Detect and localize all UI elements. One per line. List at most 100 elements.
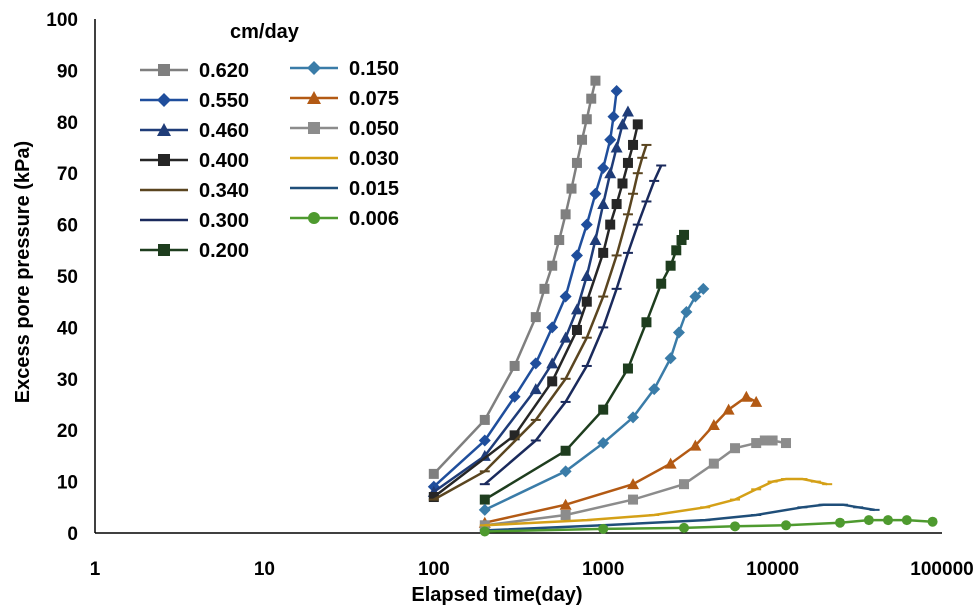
data-point <box>307 61 321 75</box>
data-point <box>547 376 558 387</box>
data-point <box>581 296 592 307</box>
data-point <box>611 199 622 210</box>
data-point <box>560 510 571 521</box>
data-point <box>571 157 582 168</box>
y-tick-label: 100 <box>46 10 78 31</box>
y-tick-label: 20 <box>57 421 78 442</box>
data-point <box>559 465 572 478</box>
legend-item: 0.150 <box>290 58 399 80</box>
y-ticks: 0 10 20 30 40 50 60 70 80 90 100 <box>46 10 78 545</box>
data-point <box>428 468 439 479</box>
data-point <box>622 157 633 168</box>
data-point <box>759 435 770 446</box>
series-0.550 <box>427 84 623 493</box>
data-point <box>781 520 792 531</box>
data-point <box>571 324 582 335</box>
y-axis-title: Excess pore pressure (kPa) <box>12 141 34 403</box>
legend-item: 0.200 <box>140 240 249 262</box>
legend: 0.620 0.550 0.460 0.400 0.340 0.300 0.200 0.150… <box>140 58 399 262</box>
data-point <box>722 403 735 415</box>
data-point <box>627 411 640 424</box>
data-point <box>627 478 640 490</box>
legend-label: 0.030 <box>349 148 399 170</box>
data-point <box>616 118 629 130</box>
data-point <box>679 522 690 533</box>
data-point <box>158 64 170 76</box>
data-point <box>697 282 710 295</box>
data-point <box>621 105 634 117</box>
legend-title: cm/day <box>230 21 300 43</box>
data-point <box>671 245 682 256</box>
legend-label: 0.400 <box>199 150 249 172</box>
data-point <box>628 494 639 505</box>
data-point <box>157 93 171 107</box>
data-point <box>607 110 620 123</box>
data-point <box>632 119 643 130</box>
x-axis-title: Elapsed time(day) <box>411 584 582 606</box>
series-line <box>484 518 933 533</box>
data-point <box>664 352 677 365</box>
legend-item: 0.050 <box>290 118 399 140</box>
x-ticks: 1 10 100 1000 10000 100000 <box>90 559 974 580</box>
data-point <box>707 419 720 431</box>
legend-label: 0.075 <box>349 88 399 110</box>
data-point <box>581 114 592 125</box>
data-point <box>577 134 588 145</box>
data-point <box>610 84 623 97</box>
data-point <box>566 183 577 194</box>
legend-item: 0.400 <box>140 150 249 172</box>
data-point <box>158 154 170 166</box>
data-point <box>679 229 690 240</box>
data-point <box>547 260 558 271</box>
data-point <box>597 162 610 175</box>
data-point <box>428 492 439 503</box>
series-0.400 <box>428 119 643 503</box>
data-point <box>740 390 753 402</box>
data-point <box>158 244 170 256</box>
data-point <box>676 235 687 246</box>
data-point <box>883 515 894 526</box>
legend-item: 0.460 <box>140 120 249 142</box>
data-point <box>589 187 602 200</box>
data-point <box>641 317 652 328</box>
data-point <box>508 390 521 403</box>
y-tick-label: 80 <box>57 113 78 134</box>
x-tick-label: 10 <box>254 559 275 580</box>
data-point <box>570 303 583 315</box>
legend-label: 0.550 <box>199 90 249 112</box>
legend-label: 0.150 <box>349 58 399 80</box>
series-0.030 <box>479 477 833 527</box>
data-point <box>598 523 609 534</box>
data-point <box>590 75 601 86</box>
data-point <box>604 133 617 146</box>
data-point <box>157 123 171 136</box>
series-0.015 <box>479 503 880 532</box>
data-point <box>689 290 702 303</box>
data-point <box>598 247 609 258</box>
legend-item: 0.030 <box>290 148 399 170</box>
data-point <box>478 449 491 461</box>
series-line <box>432 90 618 488</box>
x-tick-label: 100000 <box>910 559 973 580</box>
legend-label: 0.015 <box>349 178 399 200</box>
y-tick-label: 50 <box>57 267 78 288</box>
data-point <box>648 383 661 396</box>
data-point <box>560 209 571 220</box>
series-0.460 <box>427 105 634 497</box>
data-point <box>597 437 610 450</box>
series-0.200 <box>479 229 690 505</box>
y-tick-label: 30 <box>57 370 78 391</box>
data-point <box>478 503 491 516</box>
data-point <box>708 458 719 469</box>
x-tick-label: 100 <box>418 559 450 580</box>
legend-label: 0.300 <box>199 210 249 232</box>
data-point <box>679 479 690 490</box>
series-0.300 <box>479 164 667 486</box>
data-point <box>307 91 321 104</box>
data-point <box>680 305 693 318</box>
legend-label: 0.006 <box>349 208 399 230</box>
data-point <box>610 141 623 153</box>
data-point <box>479 414 490 425</box>
data-point <box>863 515 874 526</box>
